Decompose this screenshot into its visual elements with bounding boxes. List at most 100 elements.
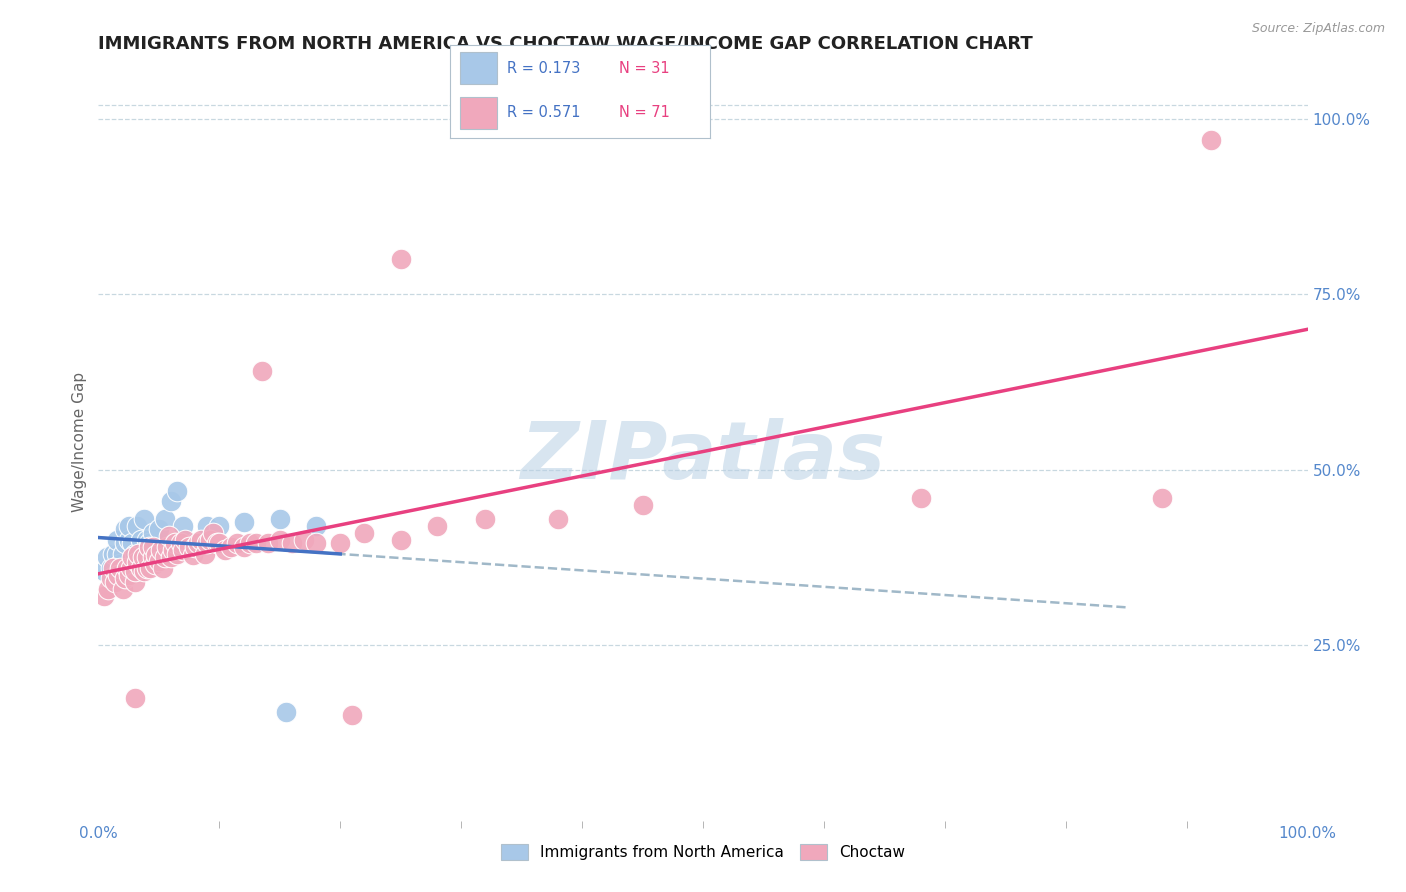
- Point: [1199, 133, 1222, 147]
- Point: [181, 548, 204, 563]
- Point: [93, 565, 115, 579]
- Text: R = 0.571: R = 0.571: [508, 105, 581, 120]
- Text: ZIPatlas: ZIPatlas: [520, 417, 886, 496]
- Point: [153, 512, 176, 526]
- Point: [269, 533, 291, 547]
- Point: [150, 543, 173, 558]
- Point: [274, 705, 297, 719]
- Point: [135, 550, 157, 565]
- Point: [187, 536, 209, 550]
- Point: [114, 571, 136, 585]
- Point: [127, 518, 149, 533]
- Point: [160, 494, 183, 508]
- Point: [190, 533, 212, 547]
- Point: [107, 568, 129, 582]
- Point: [148, 554, 170, 568]
- Point: [426, 518, 449, 533]
- Point: [101, 561, 124, 575]
- Point: [114, 536, 136, 550]
- Point: [127, 555, 149, 569]
- Point: [184, 540, 207, 554]
- Point: [153, 550, 176, 565]
- Point: [111, 582, 134, 596]
- Point: [250, 364, 273, 378]
- Point: [166, 547, 188, 561]
- Point: [329, 536, 352, 550]
- Point: [353, 525, 375, 540]
- Point: [129, 561, 152, 575]
- Point: [208, 518, 231, 533]
- Point: [226, 536, 249, 550]
- Point: [195, 536, 218, 550]
- Point: [172, 543, 194, 558]
- Point: [96, 550, 118, 565]
- Point: [108, 558, 131, 572]
- Point: [105, 547, 128, 561]
- Point: [157, 529, 180, 543]
- FancyBboxPatch shape: [460, 52, 496, 84]
- Point: [305, 518, 328, 533]
- Point: [547, 512, 569, 526]
- Point: [221, 540, 243, 554]
- Point: [124, 574, 146, 589]
- Point: [1152, 491, 1174, 505]
- Point: [124, 690, 146, 705]
- Point: [205, 536, 228, 550]
- Point: [389, 252, 412, 266]
- Point: [156, 540, 179, 554]
- Point: [245, 536, 267, 550]
- Point: [138, 536, 160, 550]
- Point: [152, 561, 174, 575]
- Point: [111, 547, 134, 561]
- Legend: Immigrants from North America, Choctaw: Immigrants from North America, Choctaw: [495, 838, 911, 866]
- Text: N = 31: N = 31: [619, 61, 669, 76]
- Point: [208, 536, 231, 550]
- Point: [342, 708, 364, 723]
- Point: [145, 548, 167, 563]
- Text: IMMIGRANTS FROM NORTH AMERICA VS CHOCTAW WAGE/INCOME GAP CORRELATION CHART: IMMIGRANTS FROM NORTH AMERICA VS CHOCTAW…: [98, 35, 1033, 53]
- Point: [93, 589, 115, 603]
- Point: [100, 571, 122, 585]
- Point: [166, 483, 188, 498]
- Point: [269, 512, 291, 526]
- Point: [118, 568, 141, 582]
- Point: [142, 525, 165, 540]
- Point: [135, 561, 157, 575]
- Point: [142, 550, 165, 565]
- Point: [127, 547, 149, 561]
- Text: R = 0.173: R = 0.173: [508, 61, 581, 76]
- Point: [121, 550, 143, 565]
- Point: [194, 547, 217, 561]
- Point: [214, 543, 236, 558]
- Point: [169, 536, 191, 550]
- Point: [101, 547, 124, 561]
- Point: [138, 540, 160, 554]
- Text: Source: ZipAtlas.com: Source: ZipAtlas.com: [1251, 22, 1385, 36]
- Point: [631, 498, 654, 512]
- Point: [132, 550, 155, 565]
- Point: [118, 518, 141, 533]
- Point: [281, 536, 304, 550]
- Point: [135, 533, 157, 547]
- Point: [124, 547, 146, 561]
- Point: [389, 533, 412, 547]
- Point: [179, 540, 201, 554]
- Point: [910, 491, 932, 505]
- Text: N = 71: N = 71: [619, 105, 669, 120]
- Point: [100, 561, 122, 575]
- Point: [104, 574, 127, 589]
- Point: [292, 533, 315, 547]
- Point: [142, 540, 165, 554]
- Point: [232, 516, 254, 530]
- Point: [162, 543, 184, 558]
- Point: [160, 550, 183, 565]
- Point: [129, 533, 152, 547]
- Point: [143, 558, 166, 572]
- Point: [239, 536, 262, 550]
- Point: [202, 525, 225, 540]
- Point: [474, 512, 496, 526]
- Point: [148, 522, 170, 536]
- Point: [139, 561, 162, 575]
- Point: [198, 533, 221, 547]
- FancyBboxPatch shape: [460, 97, 496, 129]
